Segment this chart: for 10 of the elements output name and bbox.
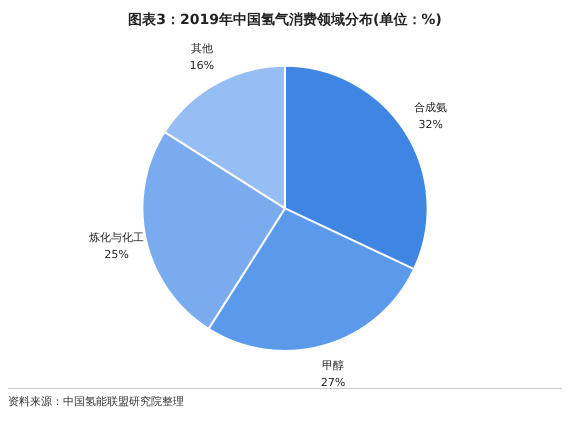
chart-title: 图表3：2019年中国氢气消费领域分布(单位：%): [128, 12, 442, 28]
data-label: 25%: [104, 248, 129, 261]
slice-label: 其他: [190, 42, 213, 56]
slice-label: 炼化与化工: [89, 230, 144, 244]
data-label: 32%: [418, 118, 443, 131]
data-label: 16%: [190, 59, 214, 72]
text: 资料来源：中国氢能联盟研究院整理: [8, 394, 185, 409]
data-label: 27%: [320, 376, 346, 390]
slice-label: 合成氨: [414, 100, 448, 114]
slice-label: 甲醇: [322, 359, 344, 372]
